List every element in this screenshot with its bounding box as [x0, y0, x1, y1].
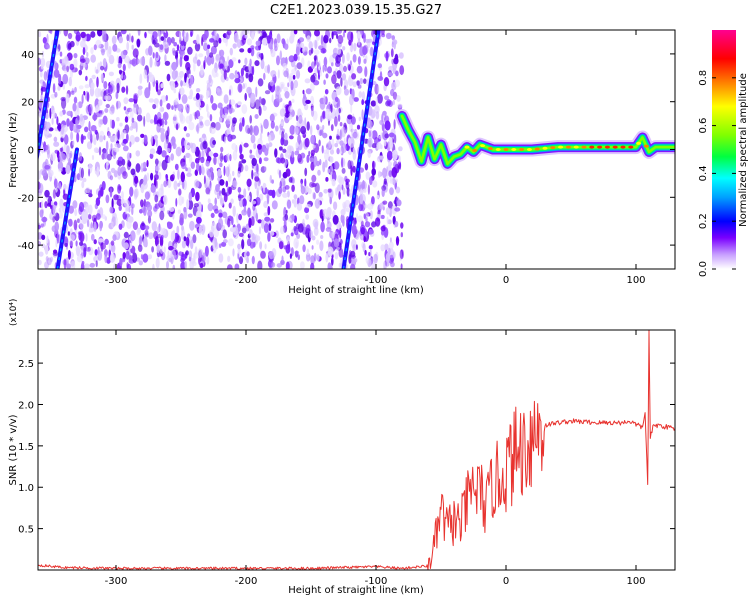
snr-plot-area [38, 330, 675, 570]
snr-xtick-label: 100 [626, 576, 645, 587]
snr-axes: -300 -200 -100 0 100 0.5 1.0 1.5 2.0 2.5 [18, 330, 675, 587]
snr-series-line [38, 330, 675, 570]
snr-xtick-label: -300 [105, 576, 128, 587]
spectrogram-ytick-label: 40 [21, 50, 34, 61]
snr-ytick-label: 1.0 [18, 483, 34, 494]
snr-xtick-label: -100 [365, 576, 388, 587]
colorbar: 0.0 0.2 0.4 0.6 0.8 Normalized spectral ampl… [698, 30, 749, 277]
spectrogram-xtick-label: 100 [626, 275, 645, 286]
spectrogram-ytick-label: -20 [18, 193, 34, 204]
colorbar-tick-label: 0.8 [698, 70, 709, 86]
aliased-line-core [56, 149, 78, 269]
colorbar-gradient [712, 30, 736, 269]
snr-panel: -300 -200 -100 0 100 0.5 1.0 1.5 2.0 2.5 Height o… [8, 299, 676, 596]
spectrogram-xtick-label: -200 [235, 275, 258, 286]
spectrogram-ylabel: Frequency (Hz) [8, 112, 19, 188]
spectrogram-ytick-label: -40 [18, 241, 34, 252]
snr-frame [37, 329, 676, 571]
colorbar-tick-label: 0.2 [698, 213, 709, 229]
spectrogram-ytick-label: 0 [28, 146, 34, 157]
spectrogram-xlabel: Height of straight line (km) [288, 285, 424, 296]
snr-ytick-label: 1.5 [18, 442, 34, 453]
spectrogram-ytick-label: 20 [21, 98, 34, 109]
colorbar-tick-label: 0.6 [698, 118, 709, 134]
aliased-line-core [38, 30, 59, 154]
snr-xtick-label: -200 [235, 576, 258, 587]
colorbar-axes: 0.0 0.2 0.4 0.6 0.8 [698, 70, 736, 277]
spectrogram-plot-area [38, 30, 675, 269]
snr-xtick-label: 0 [503, 576, 509, 587]
figure-title: C2E1.2023.039.15.35.G27 [270, 3, 442, 18]
spectrogram-xtick-label: -300 [105, 275, 128, 286]
spectrogram-xtick-label: -100 [365, 275, 388, 286]
noise-speckle [38, 30, 405, 269]
snr-multiplier: (x10⁴) [9, 299, 19, 326]
colorbar-tick-label: 0.0 [698, 261, 709, 277]
snr-xlabel: Height of straight line (km) [288, 585, 424, 596]
signal-hotspots [464, 141, 649, 152]
snr-ytick-label: 2.0 [18, 400, 34, 411]
spectrogram-xtick-label: 0 [503, 275, 509, 286]
aliased-line [341, 30, 381, 269]
colorbar-label: Normalized spectral amplitude [738, 73, 749, 227]
snr-ylabel: SNR (10 * v/v) [8, 414, 19, 485]
colorbar-tick-label: 0.4 [698, 165, 709, 181]
snr-ytick-label: 0.5 [18, 525, 34, 536]
snr-ytick-label: 2.5 [18, 359, 34, 370]
signal-trace [400, 114, 675, 166]
